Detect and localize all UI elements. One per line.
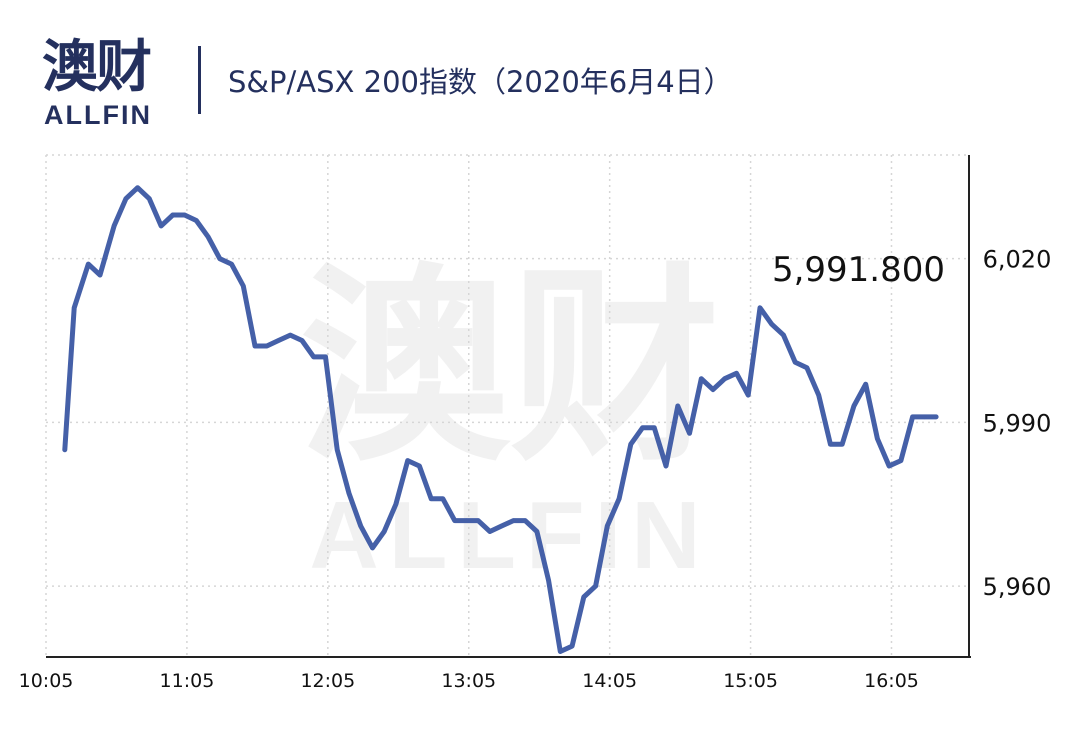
data-point [335, 447, 340, 452]
data-point [217, 256, 222, 261]
data-point [569, 643, 575, 649]
chart-title: S&P/ASX 200指数（2020年6月4日） [228, 65, 733, 99]
data-point [252, 343, 258, 349]
data-point [499, 523, 504, 529]
x-tick-label: 15:05 [723, 670, 778, 692]
data-point [405, 458, 410, 463]
x-tick-label: 13:05 [441, 670, 496, 692]
y-tick-label: 5,960 [983, 573, 1052, 601]
data-point [734, 371, 739, 376]
data-point [675, 403, 680, 409]
x-tick-label: 11:05 [160, 670, 215, 692]
data-point [288, 332, 293, 338]
watermark-chinese-text: 澳财 [300, 245, 720, 490]
data-point [581, 594, 586, 600]
data-point [194, 218, 199, 223]
data-point [605, 523, 610, 529]
data-point [663, 463, 669, 469]
data-point [346, 491, 352, 496]
data-point [86, 261, 91, 267]
data-point [264, 343, 269, 349]
data-point [276, 338, 281, 343]
x-tick-label: 14:05 [582, 670, 637, 692]
data-point [546, 578, 551, 583]
data-point [440, 496, 446, 501]
data-point [722, 376, 727, 381]
y-tick-label: 5,990 [983, 409, 1052, 437]
data-point [781, 332, 786, 338]
data-point [910, 414, 915, 420]
data-point [534, 529, 540, 534]
data-point [393, 502, 399, 507]
data-point [769, 322, 774, 327]
data-point [311, 354, 316, 360]
data-point [358, 523, 363, 529]
data-point [640, 425, 645, 430]
data-point [229, 261, 234, 267]
data-point [135, 185, 140, 190]
data-point [886, 463, 892, 469]
data-point [511, 518, 516, 523]
data-point [710, 387, 716, 392]
data-point [898, 458, 904, 463]
allfin-logo: 澳财 ALLFIN [42, 38, 172, 134]
data-point [816, 392, 821, 398]
y-tick-label: 6,020 [983, 246, 1052, 274]
data-point [464, 518, 469, 523]
data-point [828, 442, 833, 447]
data-point [72, 305, 77, 310]
data-point [522, 518, 528, 523]
data-point [652, 425, 657, 430]
x-tick-label: 10:05 [19, 670, 74, 692]
data-point [429, 496, 434, 501]
y-ticks: 6,020 5,990 5,960 [983, 246, 1052, 601]
x-tick-label: 16:05 [864, 670, 919, 692]
data-point [687, 431, 692, 436]
data-point [793, 360, 798, 365]
data-point [757, 305, 763, 310]
data-point [475, 518, 481, 523]
data-point [628, 442, 633, 447]
data-point [97, 272, 103, 278]
data-point [158, 223, 164, 229]
watermark: 澳财 ALLFIN [300, 245, 720, 589]
data-point [299, 338, 305, 343]
data-point [746, 392, 751, 398]
data-point [382, 529, 387, 534]
logo-english-text: ALLFIN [44, 100, 152, 130]
data-point [111, 223, 117, 229]
data-point [170, 212, 175, 218]
data-point [558, 649, 563, 654]
data-point [875, 436, 880, 441]
data-point [851, 403, 857, 409]
data-point [840, 442, 845, 447]
data-point [62, 447, 67, 452]
data-point [922, 414, 927, 420]
data-point [323, 354, 328, 360]
data-point [804, 365, 810, 370]
data-point [452, 518, 457, 523]
data-point [370, 545, 375, 551]
data-point [241, 283, 246, 289]
data-point [205, 234, 211, 239]
data-point [863, 382, 868, 387]
logo-chinese-text: 澳财 [42, 35, 152, 100]
data-point [593, 583, 598, 589]
data-point [182, 212, 187, 218]
data-point [147, 196, 152, 201]
data-point [123, 196, 129, 201]
header-divider [198, 46, 201, 114]
series-points [62, 185, 939, 654]
watermark-english-text: ALLFIN [309, 482, 710, 589]
x-tick-label: 12:05 [300, 670, 355, 692]
x-ticks: 10:05 11:05 12:05 13:05 14:05 15:05 16:05 [19, 670, 919, 692]
data-point [933, 414, 939, 420]
grid [45, 154, 969, 657]
data-point [487, 529, 493, 534]
data-annotation: 5,991.800 [772, 250, 945, 290]
data-point [699, 376, 704, 381]
data-point [417, 463, 422, 469]
data-point [616, 496, 622, 501]
